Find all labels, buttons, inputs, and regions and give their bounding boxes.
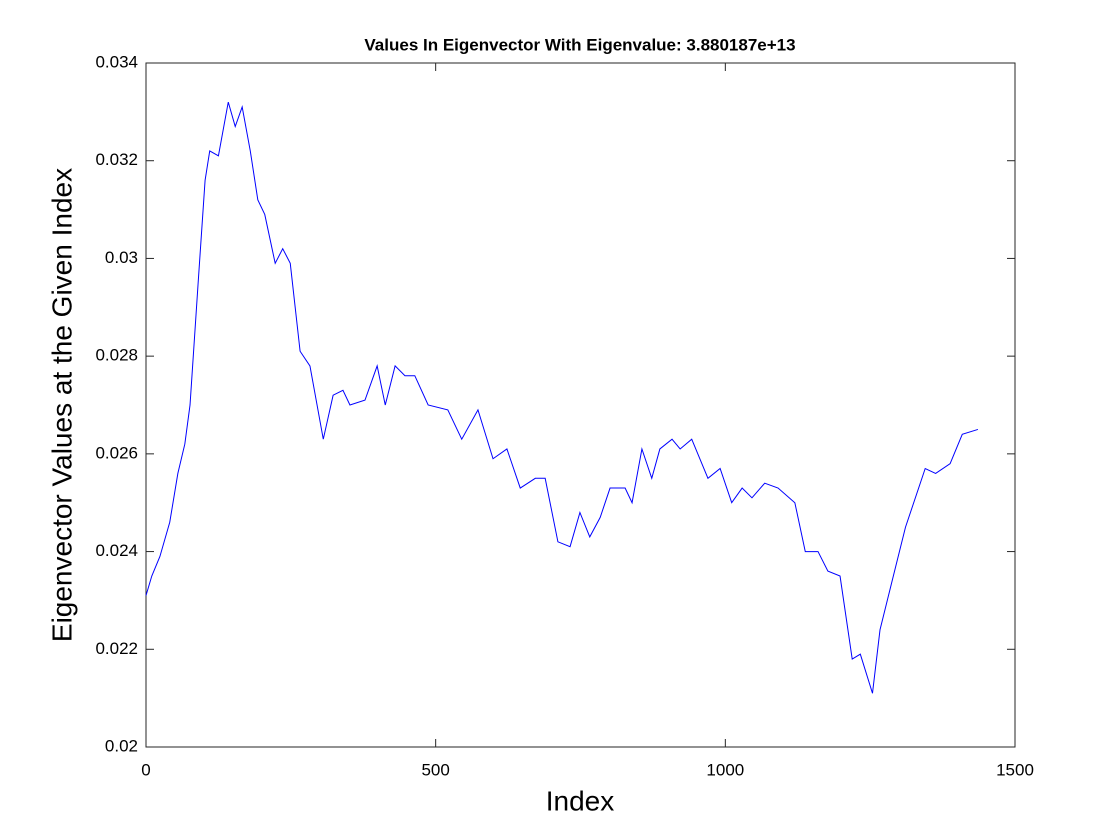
y-tick-label: 0.026 (95, 443, 138, 462)
x-tick-label: 1000 (706, 760, 744, 779)
x-tick-label: 500 (421, 760, 449, 779)
y-tick-label: 0.024 (95, 541, 138, 560)
x-axis-label: Index (546, 785, 615, 816)
y-tick-label: 0.02 (105, 736, 138, 755)
y-axis-label: Eigenvector Values at the Given Index (46, 168, 77, 642)
y-tick-label: 0.032 (95, 150, 138, 169)
y-tick-label: 0.034 (95, 52, 138, 71)
x-tick-label: 0 (141, 760, 150, 779)
chart-title: Values In Eigenvector With Eigenvalue: 3… (364, 35, 795, 54)
y-tick-label: 0.022 (95, 639, 138, 658)
y-tick-label: 0.03 (105, 248, 138, 267)
y-tick-label: 0.028 (95, 346, 138, 365)
data-line (145, 101, 979, 694)
x-tick-label: 1500 (996, 760, 1034, 779)
axes-box (145, 62, 1016, 748)
